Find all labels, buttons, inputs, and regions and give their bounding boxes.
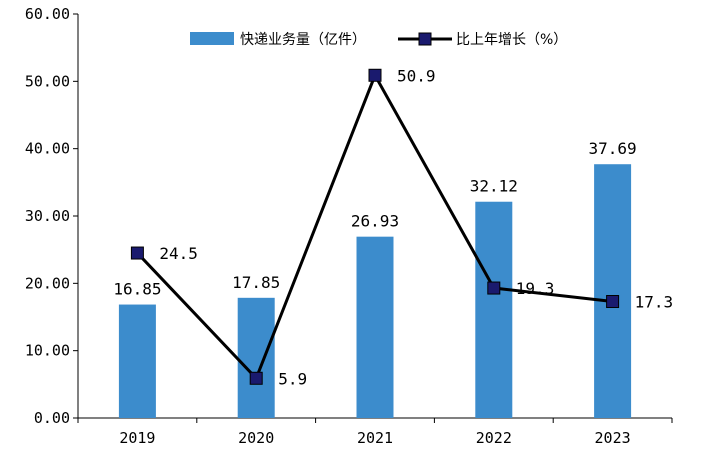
line-data-label: 5.9 <box>278 369 307 388</box>
line-data-label: 50.9 <box>397 66 436 85</box>
x-tick-label: 2022 <box>476 429 512 447</box>
bar-data-label: 16.85 <box>113 280 161 299</box>
bar-series <box>118 164 632 418</box>
legend-line-label: 比上年增长（%） <box>456 32 567 48</box>
bar-data-label: 17.85 <box>232 273 280 292</box>
line-data-label: 17.3 <box>635 293 674 312</box>
line-point <box>487 281 501 295</box>
bar <box>237 297 275 418</box>
bar-data-label: 26.93 <box>351 212 399 231</box>
x-tick-label: 2021 <box>357 429 393 447</box>
bar <box>594 164 632 418</box>
line-series <box>130 68 620 385</box>
y-tick-label: 10.00 <box>25 342 70 360</box>
bar-data-label: 37.69 <box>589 139 637 158</box>
y-tick-label: 40.00 <box>25 140 70 158</box>
x-tick-label: 2020 <box>238 429 274 447</box>
y-tick-label: 30.00 <box>25 207 70 225</box>
x-tick-label: 2023 <box>595 429 631 447</box>
bar <box>356 236 394 418</box>
line-point <box>606 295 620 309</box>
axes: 0.00 10.00 20.00 30.00 40.00 50.00 60.00 2019 20… <box>25 5 673 447</box>
y-tick-label: 20.00 <box>25 274 70 292</box>
line-data-label: 24.5 <box>159 244 198 263</box>
x-tick-label: 2019 <box>119 429 155 447</box>
legend-line-marker <box>418 32 432 46</box>
data-labels: 16.85 17.85 26.93 32.12 37.69 24.5 5.9 50.9 19.3… <box>113 66 673 388</box>
bar-data-label: 32.12 <box>470 177 518 196</box>
legend-bar-label: 快递业务量（亿件） <box>240 32 366 48</box>
line-point <box>249 371 263 385</box>
line-point <box>368 68 382 82</box>
y-tick-label: 50.00 <box>25 72 70 90</box>
y-tick-label: 0.00 <box>34 409 70 427</box>
bar <box>118 304 156 418</box>
legend-bar-swatch <box>190 32 234 45</box>
y-tick-label: 60.00 <box>25 5 70 23</box>
legend: 快递业务量（亿件） 比上年增长（%） <box>190 32 567 48</box>
bar <box>475 201 513 418</box>
line-data-label: 19.3 <box>516 279 555 298</box>
line-point <box>130 246 144 260</box>
